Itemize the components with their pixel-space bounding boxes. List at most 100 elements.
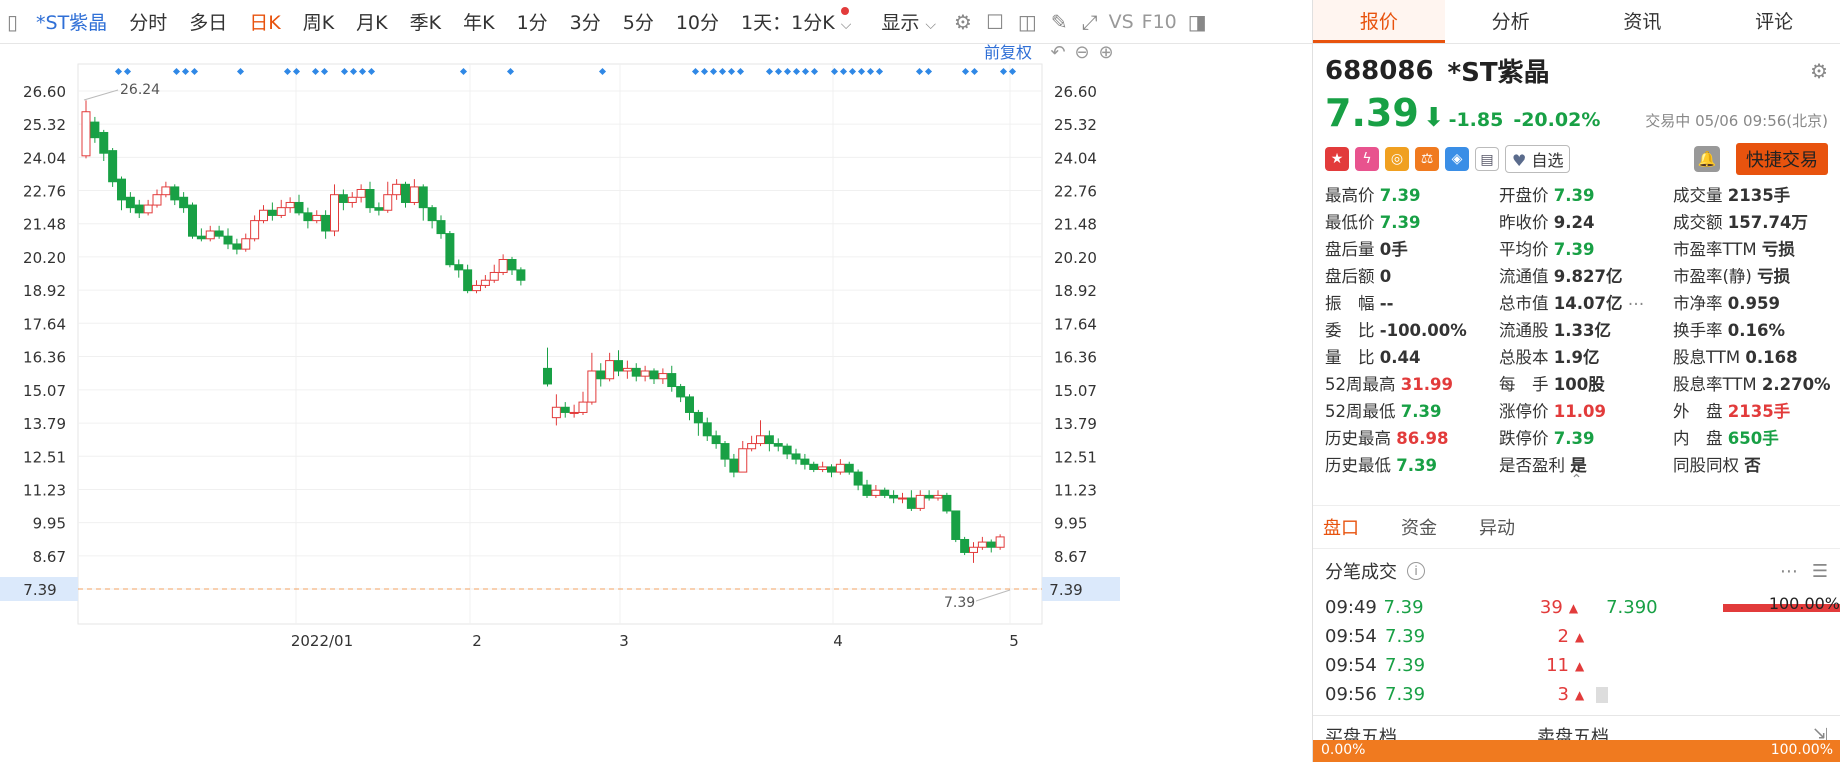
stat-key: 跌停价: [1499, 429, 1554, 448]
gear-icon[interactable]: ⚙: [1810, 58, 1828, 83]
y-tick-left: 12.51: [23, 448, 66, 466]
subtab-2[interactable]: 异动: [1479, 518, 1515, 539]
candle-body: [294, 201, 304, 214]
event-marker: [830, 67, 839, 76]
china-flag-icon[interactable]: ★: [1325, 147, 1349, 171]
quote-tab-2[interactable]: 资讯: [1623, 11, 1662, 33]
stat-5-2: 换手率 0.16%: [1673, 318, 1840, 344]
stat-key: 换手率: [1673, 321, 1728, 340]
bell-icon[interactable]: 🔔: [1694, 146, 1720, 172]
zoom-in-icon[interactable]: ⊕: [1098, 42, 1113, 63]
event-marker: [709, 67, 718, 76]
camera-icon[interactable]: ◫: [1017, 9, 1037, 34]
quote-stats: 最高价 7.39 开盘价 7.39 成交量 2135手 最低价 7.39 昨收价 9.2…: [1313, 175, 1840, 479]
period-combo[interactable]: 1天：1分K ⌵: [730, 7, 870, 35]
up-triangle-icon: ▲: [1568, 600, 1579, 615]
quick-trade-button[interactable]: 快捷交易: [1736, 143, 1828, 175]
settings-icon[interactable]: ⚙: [954, 9, 972, 34]
stat-value: 9.827亿: [1553, 267, 1623, 286]
price-row: 7.39 ⬇ -1.85 -20.02% 交易中 05/06 09:56(北京): [1325, 91, 1828, 135]
more-icon[interactable]: ⋯: [1779, 560, 1798, 582]
stat-0-2: 成交量 2135手: [1673, 183, 1840, 209]
candle-body: [756, 435, 765, 445]
price-band-right: [1042, 577, 1120, 601]
period-tab-10[interactable]: 10分: [675, 12, 720, 34]
period-tab-4[interactable]: 月K: [356, 12, 388, 34]
stat-key: 总市值: [1499, 294, 1554, 313]
adjust-price-button[interactable]: 前复权: [984, 43, 1032, 62]
draw-pen-icon[interactable]: ✎: [1050, 9, 1068, 34]
collapse-chevron-icon[interactable]: ⌃: [1570, 472, 1583, 488]
quote-tabs: 报价 分析 资讯 评论: [1313, 0, 1840, 44]
undo-icon[interactable]: ↶: [1050, 42, 1065, 63]
candle-body: [569, 411, 579, 414]
period-tab-8[interactable]: 3分: [569, 12, 601, 34]
quote-tab-0[interactable]: 报价: [1313, 0, 1445, 43]
y-tick-right: 26.60: [1054, 83, 1097, 101]
scale-icon[interactable]: ⚖: [1415, 147, 1439, 171]
period-tab-5[interactable]: 季K: [409, 12, 442, 34]
candle-body: [365, 189, 375, 209]
color-box-icon[interactable]: ☐: [985, 9, 1004, 34]
period-tab-7[interactable]: 1分: [516, 12, 548, 34]
list-icon[interactable]: ☰: [1811, 560, 1828, 582]
document-icon[interactable]: ▤: [1475, 147, 1499, 171]
subtab-0[interactable]: 盘口: [1323, 518, 1359, 539]
more-icon[interactable]: ⋯: [1622, 294, 1645, 313]
y-tick-right: 15.07: [1054, 382, 1097, 400]
candle-body: [880, 489, 890, 496]
subtab-1[interactable]: 资金: [1401, 518, 1437, 539]
stat-key: 流通值: [1499, 267, 1554, 286]
period-tab-1[interactable]: 多日: [189, 12, 228, 34]
y-tick-left: 13.79: [23, 415, 66, 433]
stat-key: 量 比: [1325, 348, 1380, 367]
period-tab-6[interactable]: 年K: [463, 12, 495, 34]
quote-header: 688086 *ST紫晶 ⚙ 7.39 ⬇ -1.85 -20.02% 交易中 …: [1313, 44, 1840, 175]
coins-icon[interactable]: ◎: [1385, 147, 1409, 171]
y-tick-left: 20.20: [23, 249, 66, 267]
f10-button[interactable]: F10: [1141, 10, 1177, 33]
sidebar-toggle-icon[interactable]: ▯: [7, 9, 19, 34]
candle-body: [152, 194, 162, 206]
quote-tab-3[interactable]: 评论: [1755, 11, 1794, 33]
candle-body: [685, 396, 694, 413]
heart-icon: ♥: [1512, 151, 1527, 170]
candle-body: [711, 435, 721, 445]
period-tab-9[interactable]: 5分: [622, 12, 654, 34]
candle-body: [516, 269, 526, 281]
stat-key: 开盘价: [1499, 186, 1554, 205]
stat-key: 市盈率(静): [1673, 267, 1758, 286]
tick-row: 09:49 7.39 39 ▲ 7.390 100.00%: [1313, 593, 1840, 622]
vs-button[interactable]: VS: [1108, 10, 1134, 33]
stat-10-2: 同股同权 否: [1673, 453, 1840, 479]
x-tick-label: 3: [619, 632, 629, 650]
info-icon[interactable]: i: [1407, 562, 1425, 580]
period-tab-3[interactable]: 周K: [302, 12, 335, 34]
lightning-icon[interactable]: ϟ: [1355, 147, 1379, 171]
high-label-line: [83, 89, 119, 101]
fullscreen-icon[interactable]: ⤢: [1081, 9, 1098, 34]
panel-toggle-icon[interactable]: ◨: [1187, 9, 1207, 34]
candle-body: [117, 178, 126, 201]
price-change: -1.85: [1448, 109, 1504, 131]
stat-value: 2.270%: [1761, 375, 1831, 394]
stock-name-label[interactable]: *ST紫晶: [36, 12, 108, 34]
event-marker: [839, 67, 848, 76]
quote-tab-1[interactable]: 分析: [1491, 11, 1530, 33]
tag-icon[interactable]: ◈: [1445, 147, 1469, 171]
display-dropdown[interactable]: 显示 ⌵: [870, 8, 947, 35]
period-tab-0[interactable]: 分时: [129, 12, 168, 34]
add-watchlist-button[interactable]: ♥ 自选: [1505, 145, 1571, 173]
sell-ratio-label: 100.00%: [1770, 742, 1833, 758]
stat-value: 1.9亿: [1553, 348, 1600, 367]
stat-key: 外 盘: [1673, 402, 1728, 421]
stat-10-0: 历史最低 7.39: [1325, 453, 1499, 479]
kline-chart[interactable]: 26.60 26.60 25.32 25.32 24.04 24.04 22.76 22.76…: [0, 42, 1312, 762]
candle-body: [427, 207, 437, 222]
candle-body: [374, 207, 384, 211]
stat-value: 100股: [1553, 375, 1605, 394]
tick-volume: 3: [1557, 684, 1569, 705]
candle-body: [338, 194, 348, 203]
period-tab-2[interactable]: 日K: [249, 12, 281, 34]
zoom-out-icon[interactable]: ⊖: [1074, 42, 1089, 63]
